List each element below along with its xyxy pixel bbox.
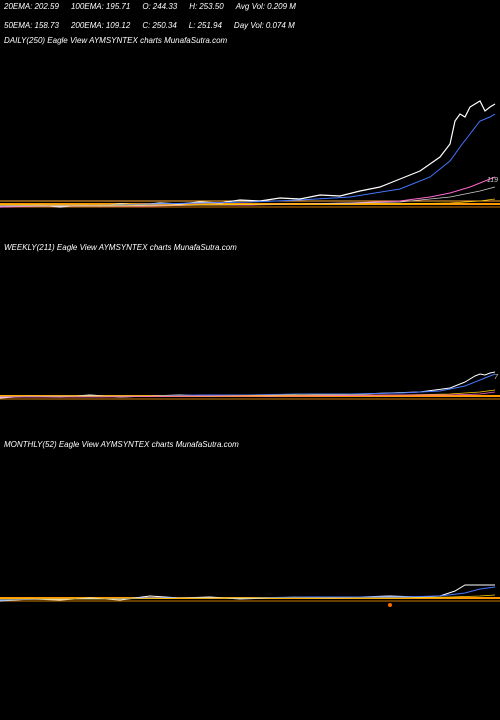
value: 0.209 M — [267, 2, 296, 11]
label: 200EMA: — [71, 21, 104, 30]
label: Day Vol: — [234, 21, 264, 30]
label: L: — [189, 21, 196, 30]
weekly-chart-title: WEEKLY(211) Eagle View AYMSYNTEX charts … — [0, 239, 500, 256]
value: 109.12 — [106, 21, 130, 30]
stat-avgvol: Avg Vol: 0.209 M — [236, 2, 296, 11]
monthly-chart-title: MONTHLY(52) Eagle View AYMSYNTEX charts … — [0, 436, 500, 453]
label: H: — [189, 2, 197, 11]
value: 0.074 M — [266, 21, 295, 30]
label: O: — [142, 2, 150, 11]
value: 158.73 — [34, 21, 58, 30]
stat-high: H: 253.50 — [189, 2, 223, 11]
value: 202.59 — [34, 2, 58, 11]
label: 20EMA: — [4, 2, 32, 11]
stat-close: C: 250.34 — [142, 21, 176, 30]
monthly-chart-area — [0, 453, 500, 633]
stat-dayvol: Day Vol: 0.074 M — [234, 21, 295, 30]
label: Avg Vol: — [236, 2, 265, 11]
label: 50EMA: — [4, 21, 32, 30]
weekly-chart-svg — [0, 256, 500, 436]
value: 251.94 — [197, 21, 221, 30]
stat-ema200: 200EMA: 109.12 — [71, 21, 130, 30]
stats-header: 20EMA: 202.59 100EMA: 195.71 O: 244.33 H… — [0, 0, 500, 32]
daily-chart-title: DAILY(250) Eagle View AYMSYNTEX charts M… — [0, 32, 500, 49]
weekly-chart-area: 7 — [0, 256, 500, 436]
monthly-chart-svg — [0, 453, 500, 633]
daily-chart-area: 119 — [0, 49, 500, 239]
weekly-chart-section: WEEKLY(211) Eagle View AYMSYNTEX charts … — [0, 239, 500, 436]
daily-price-label: 119 — [487, 177, 498, 184]
value: 244.33 — [153, 2, 177, 11]
label: 100EMA: — [71, 2, 104, 11]
value: 250.34 — [152, 21, 176, 30]
daily-chart-section: DAILY(250) Eagle View AYMSYNTEX charts M… — [0, 32, 500, 239]
weekly-price-label: 7 — [494, 374, 498, 381]
header-row-2: 50EMA: 158.73 200EMA: 109.12 C: 250.34 L… — [4, 21, 496, 30]
value: 253.50 — [199, 2, 223, 11]
daily-chart-svg — [0, 49, 500, 239]
stat-low: L: 251.94 — [189, 21, 222, 30]
stat-ema50: 50EMA: 158.73 — [4, 21, 59, 30]
header-row-1: 20EMA: 202.59 100EMA: 195.71 O: 244.33 H… — [4, 2, 496, 11]
stat-open: O: 244.33 — [142, 2, 177, 11]
stat-ema20: 20EMA: 202.59 — [4, 2, 59, 11]
monthly-chart-section: MONTHLY(52) Eagle View AYMSYNTEX charts … — [0, 436, 500, 633]
label: C: — [142, 21, 150, 30]
stat-ema100: 100EMA: 195.71 — [71, 2, 130, 11]
value: 195.71 — [106, 2, 130, 11]
